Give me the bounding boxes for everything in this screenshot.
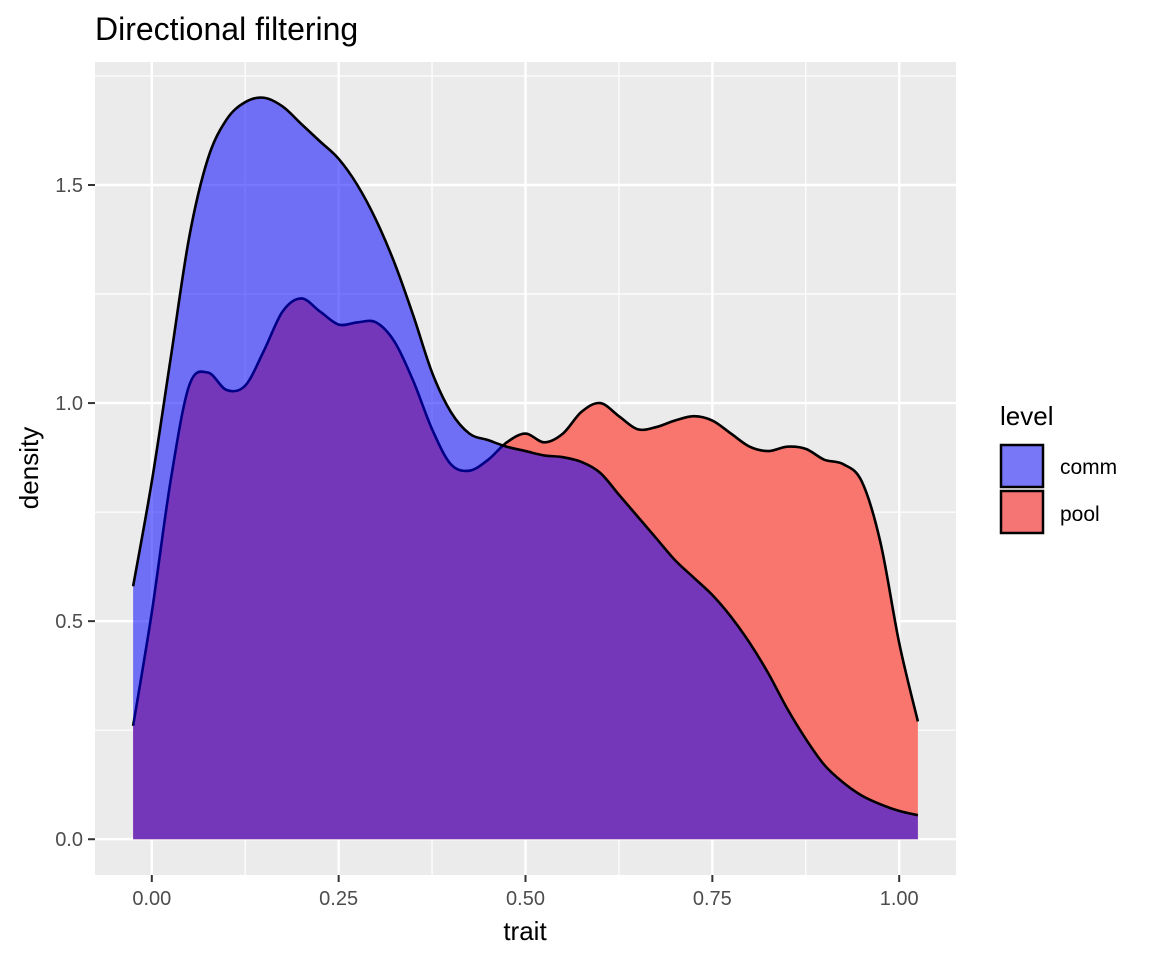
x-tick-label: 0.50	[506, 888, 545, 910]
x-axis: 0.00 0.25 0.50 0.75 1.00	[132, 875, 919, 910]
x-tick-label: 1.00	[880, 888, 919, 910]
legend-key-comm	[999, 443, 1045, 489]
density-area-comm	[133, 97, 918, 840]
y-tick-label: 0.0	[55, 829, 83, 851]
y-tick-label: 1.0	[55, 393, 83, 415]
legend-label-comm: comm	[1060, 456, 1117, 479]
chart-title: Directional filtering	[95, 11, 358, 47]
x-tick-label: 0.25	[319, 888, 358, 910]
legend-label-pool: pool	[1060, 503, 1100, 526]
density-areas	[131, 96, 920, 840]
y-axis-title: density	[14, 427, 44, 509]
y-tick-label: 1.5	[55, 175, 83, 197]
x-tick-label: 0.00	[132, 888, 171, 910]
density-outline-comm	[131, 96, 919, 817]
legend: level comm pool	[999, 401, 1117, 535]
y-axis: 0.0 0.5 1.0 1.5	[55, 175, 95, 851]
y-tick-label: 0.5	[55, 611, 83, 633]
legend-key-pool	[999, 489, 1045, 535]
x-axis-title: trait	[503, 916, 547, 946]
legend-title: level	[1000, 401, 1053, 431]
x-tick-label: 0.75	[693, 888, 732, 910]
